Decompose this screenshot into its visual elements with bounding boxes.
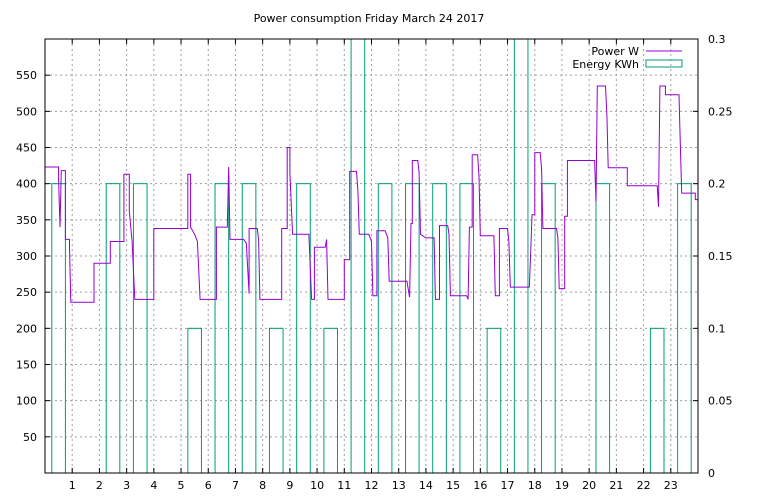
y-tick-label-550: 550 xyxy=(16,69,37,82)
x-tick-label-21: 21 xyxy=(609,479,623,492)
x-tick-label-4: 4 xyxy=(150,479,157,492)
x-axis: 1 2 3 4 5 6 7 8 9 10 11 12 13 14 15 16 17 18 19 20 21 22 23 xyxy=(69,39,678,492)
energy-bar-0 xyxy=(51,183,66,474)
y2-tick-label-0: 0 xyxy=(708,467,715,480)
y-tick-label-450: 450 xyxy=(16,142,37,155)
energy-bar-7 xyxy=(241,183,257,474)
energy-bar-9 xyxy=(296,183,311,474)
x-tick-label-5: 5 xyxy=(178,479,185,492)
x-tick-label-13: 13 xyxy=(392,479,406,492)
y-tick-label-500: 500 xyxy=(16,105,37,118)
x-tick-label-3: 3 xyxy=(123,479,130,492)
legend-swatch-energy xyxy=(645,59,683,68)
y2-tick-label-0.3: 0.3 xyxy=(708,33,726,46)
y-tick-label-100: 100 xyxy=(16,395,37,408)
energy-bar-16 xyxy=(486,327,502,474)
y2-tick-label-0.15: 0.15 xyxy=(708,250,733,263)
x-tick-label-14: 14 xyxy=(419,479,433,492)
x-tick-label-22: 22 xyxy=(637,479,651,492)
x-tick-label-2: 2 xyxy=(96,479,103,492)
x-tick-label-1: 1 xyxy=(69,479,76,492)
y-tick-label-300: 300 xyxy=(16,250,37,263)
x-tick-label-17: 17 xyxy=(501,479,515,492)
x-tick-label-23: 23 xyxy=(664,479,678,492)
power-line xyxy=(45,85,698,303)
energy-bar-18 xyxy=(541,183,556,474)
energy-bar-11 xyxy=(350,38,366,474)
legend-label-energy: Energy KWh xyxy=(572,58,639,71)
y2-tick-label-0.25: 0.25 xyxy=(708,105,733,118)
y-tick-label-150: 150 xyxy=(16,359,37,372)
legend-label-power: Power W xyxy=(591,45,639,58)
x-tick-label-10: 10 xyxy=(310,479,324,492)
energy-bar-23 xyxy=(677,183,692,474)
x-tick-label-20: 20 xyxy=(582,479,596,492)
x-tick-label-18: 18 xyxy=(528,479,542,492)
x-tick-label-6: 6 xyxy=(205,479,212,492)
x-tick-label-8: 8 xyxy=(259,479,266,492)
y-axis-left: 50 100 150 200 250 300 350 400 450 500 550 xyxy=(16,69,50,444)
y-axis-right: 0 0.05 0.1 0.15 0.2 0.25 0.3 xyxy=(693,33,733,480)
y2-tick-label-0.1: 0.1 xyxy=(708,322,726,335)
y-tick-label-50: 50 xyxy=(23,431,37,444)
energy-bar-13 xyxy=(405,183,420,474)
y-tick-label-200: 200 xyxy=(16,322,37,335)
grid xyxy=(45,39,698,473)
x-tick-label-12: 12 xyxy=(365,479,379,492)
legend: Power W Energy KWh xyxy=(572,45,683,71)
x-tick-label-7: 7 xyxy=(232,479,239,492)
x-tick-label-11: 11 xyxy=(337,479,351,492)
y-tick-label-250: 250 xyxy=(16,286,37,299)
x-tick-label-16: 16 xyxy=(473,479,487,492)
x-tick-label-19: 19 xyxy=(555,479,569,492)
y-tick-label-350: 350 xyxy=(16,214,37,227)
x-tick-label-15: 15 xyxy=(446,479,460,492)
energy-bar-20 xyxy=(595,183,611,474)
energy-bar-2 xyxy=(105,183,121,474)
power-series xyxy=(45,85,698,303)
y-tick-label-400: 400 xyxy=(16,178,37,191)
y2-tick-label-0.2: 0.2 xyxy=(708,178,726,191)
x-tick-label-9: 9 xyxy=(286,479,293,492)
y2-tick-label-0.05: 0.05 xyxy=(708,395,733,408)
energy-bar-5 xyxy=(187,327,202,474)
chart-title: Power consumption Friday March 24 2017 xyxy=(254,12,485,25)
